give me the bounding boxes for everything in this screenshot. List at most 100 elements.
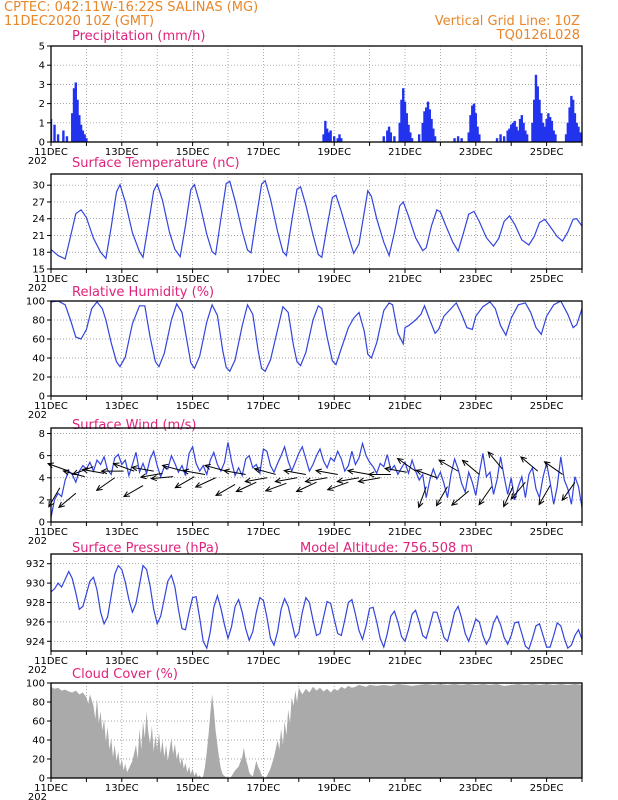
wind-arrow-head	[222, 468, 230, 475]
precip-bar	[393, 136, 396, 142]
precip-bar	[338, 134, 341, 142]
cloud-title: Cloud Cover (%)	[72, 667, 178, 682]
precip-bar	[533, 99, 536, 142]
precipitation-xtick-label: 19DEC	[317, 147, 351, 158]
precip-bar	[534, 74, 538, 142]
wind-arrow	[503, 486, 514, 507]
wind-arrow-head	[203, 463, 211, 470]
wind-arrow-head	[295, 486, 303, 493]
wind-arrow	[544, 461, 563, 475]
precip-bar	[324, 120, 327, 142]
wind-arrow	[245, 477, 268, 483]
precipitation-xtick-label: 15DEC	[176, 147, 210, 158]
precip-bar	[520, 115, 524, 142]
pressure-panel: 924 926 928 930 932 11DEC 13DEC 15DEC 17DEC 19DEC…	[26, 553, 583, 676]
pressure-xtick-label: 23DEC	[459, 656, 493, 667]
precip-bar	[502, 136, 506, 142]
precip-bar	[333, 136, 336, 142]
precip-bar	[570, 95, 573, 142]
precip-bar	[478, 134, 481, 142]
wind-ytick-label: 8	[39, 429, 45, 440]
precip-bar	[79, 124, 83, 142]
precip-bar	[425, 107, 428, 142]
temperature-xtick-label: 11DEC	[34, 274, 68, 285]
temperature-frame	[50, 173, 583, 270]
precip-bar	[426, 101, 430, 142]
precip-bar	[524, 130, 527, 142]
wind-arrow-head	[538, 498, 545, 506]
pressure-frame	[50, 553, 583, 652]
wind-arrow-head	[58, 501, 65, 509]
precip-bar	[550, 120, 554, 142]
wind-arrow-head	[283, 468, 291, 475]
wind-arrow	[175, 476, 195, 489]
pressure-ytick-label: 928	[26, 598, 45, 609]
pressure-title: Surface Pressure (hPa)	[72, 541, 219, 556]
wind-arrow	[96, 477, 116, 491]
precip-bar	[423, 111, 426, 142]
wind-ytick-label: 2	[39, 495, 45, 506]
wind-arrow-head	[215, 490, 223, 496]
wind-arrow-head	[326, 485, 334, 491]
wind-arrow-head	[235, 486, 243, 493]
pressure-xtick-label: 25DEC	[530, 656, 564, 667]
precip-bar	[564, 134, 568, 142]
precip-bar	[327, 132, 331, 142]
wind-arrow	[204, 464, 227, 472]
precip-bar	[508, 128, 511, 142]
wind-arrow-head	[461, 459, 469, 466]
wind-arrow	[478, 486, 493, 505]
precip-bar	[472, 103, 476, 142]
precipitation-xtick-label: 21DEC	[388, 147, 422, 158]
cloud-ytick-label: 40	[32, 736, 45, 747]
wind-ytick-label: 6	[39, 451, 45, 462]
precipitation-xtick-label: 13DEC	[105, 147, 139, 158]
wind-line	[51, 441, 582, 518]
pressure-xtick-label: 17DEC	[247, 656, 281, 667]
pressure-xtick-label: 15DEC	[176, 656, 210, 667]
wind-arrow-head	[304, 477, 312, 484]
precip-bar	[573, 113, 577, 142]
wind-year-fragment: 202	[28, 536, 47, 547]
precip-bar	[71, 113, 74, 142]
header-station: CPTEC: 042:11W-16:22S SALINAS (MG)	[4, 0, 258, 15]
wind-arrow-head	[336, 477, 344, 484]
precip-bar	[83, 134, 86, 142]
precip-bar	[72, 88, 76, 142]
precip-bar	[389, 132, 393, 142]
wind-panel: 0 2 4 6 8 11DEC 13DEC 15DEC 17DEC 19DEC 21DEC 23DEC…	[28, 427, 583, 547]
model-altitude: Model Altitude: 756.508 m	[300, 541, 473, 556]
precip-bar	[433, 136, 437, 142]
cloud-xtick-label: 13DEC	[105, 783, 139, 794]
precip-bar	[571, 99, 575, 142]
wind-ytick-label: 4	[39, 473, 45, 484]
humidity-xtick-label: 25DEC	[530, 401, 564, 412]
wind-xtick-label: 23DEC	[459, 527, 493, 538]
temperature-year-fragment: 202	[28, 283, 47, 294]
wind-arrow	[451, 490, 470, 506]
cloud-frame	[50, 682, 583, 779]
cloud-area	[51, 684, 582, 778]
wind-arrow	[337, 477, 360, 483]
precip-bar	[510, 124, 513, 142]
temperature-xtick-label: 25DEC	[530, 274, 564, 285]
precip-bar	[536, 86, 539, 142]
precip-bar	[85, 138, 88, 142]
precip-bar	[522, 122, 525, 142]
precip-bar	[387, 126, 391, 142]
wind-arrow	[215, 483, 236, 496]
wind-arrow	[131, 466, 154, 472]
precip-bar	[568, 107, 571, 142]
cloud-xtick-label: 17DEC	[247, 783, 281, 794]
precipitation-panel: 0 1 2 3 4 5 11DEC 13DEC 15DEC 17DEC 19DEC 21DEC 23DE…	[28, 42, 583, 167]
humidity-ytick-label: 100	[26, 297, 45, 308]
wind-xtick-label: 17DEC	[247, 527, 281, 538]
wind-arrow	[538, 485, 551, 505]
precip-bar	[543, 126, 547, 142]
precip-bar	[469, 115, 472, 142]
header-code: TQ0126L028	[496, 28, 580, 43]
wind-arrow	[275, 477, 298, 483]
precip-bar	[325, 128, 329, 142]
precip-bar	[575, 122, 578, 142]
wind-arrow-head	[174, 482, 182, 489]
